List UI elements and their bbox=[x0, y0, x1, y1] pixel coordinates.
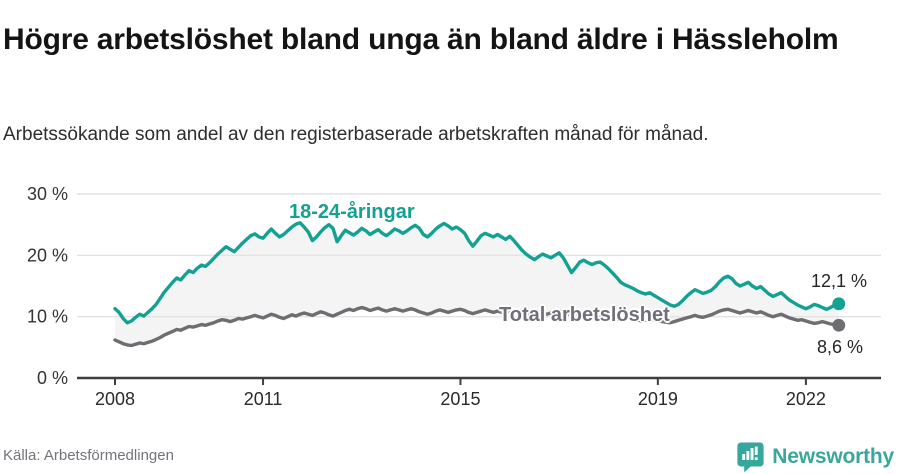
y-tick-label-30: 30 % bbox=[27, 184, 68, 204]
chart-subtitle: Arbetssökande som andel av den registerb… bbox=[3, 124, 709, 145]
y-tick-label-0: 0 % bbox=[37, 368, 68, 388]
x-tick-label-2008: 2008 bbox=[95, 389, 135, 409]
x-tick-label-2019: 2019 bbox=[638, 389, 678, 409]
series-end-dot-total bbox=[832, 318, 846, 332]
source-note: Källa: Arbetsförmedlingen bbox=[3, 447, 174, 464]
series-line-youth bbox=[113, 221, 841, 325]
x-tick-label-2022: 2022 bbox=[786, 389, 826, 409]
end-value-youth: 12,1 % bbox=[810, 271, 867, 291]
end-value-total: 8,6 % bbox=[816, 337, 863, 357]
series-line-total bbox=[113, 305, 841, 348]
newsworthy-logo[interactable]: Newsworthy bbox=[736, 441, 894, 473]
chart-title: Högre arbetslöshet bland unga än bland ä… bbox=[3, 23, 839, 57]
newsworthy-wordmark: Newsworthy bbox=[772, 445, 894, 468]
series-end-dot-youth bbox=[832, 297, 846, 311]
y-tick-label-20: 20 % bbox=[27, 245, 68, 265]
x-tick-label-2015: 2015 bbox=[440, 389, 480, 409]
series-label-total: Total arbetslöshet bbox=[499, 304, 670, 326]
newsworthy-speech-bubble-bars-icon bbox=[737, 442, 764, 473]
series-label-youth: 18-24-åringar bbox=[289, 201, 415, 223]
y-tick-label-10: 10 % bbox=[27, 307, 68, 327]
x-tick-label-2011: 2011 bbox=[244, 389, 283, 409]
